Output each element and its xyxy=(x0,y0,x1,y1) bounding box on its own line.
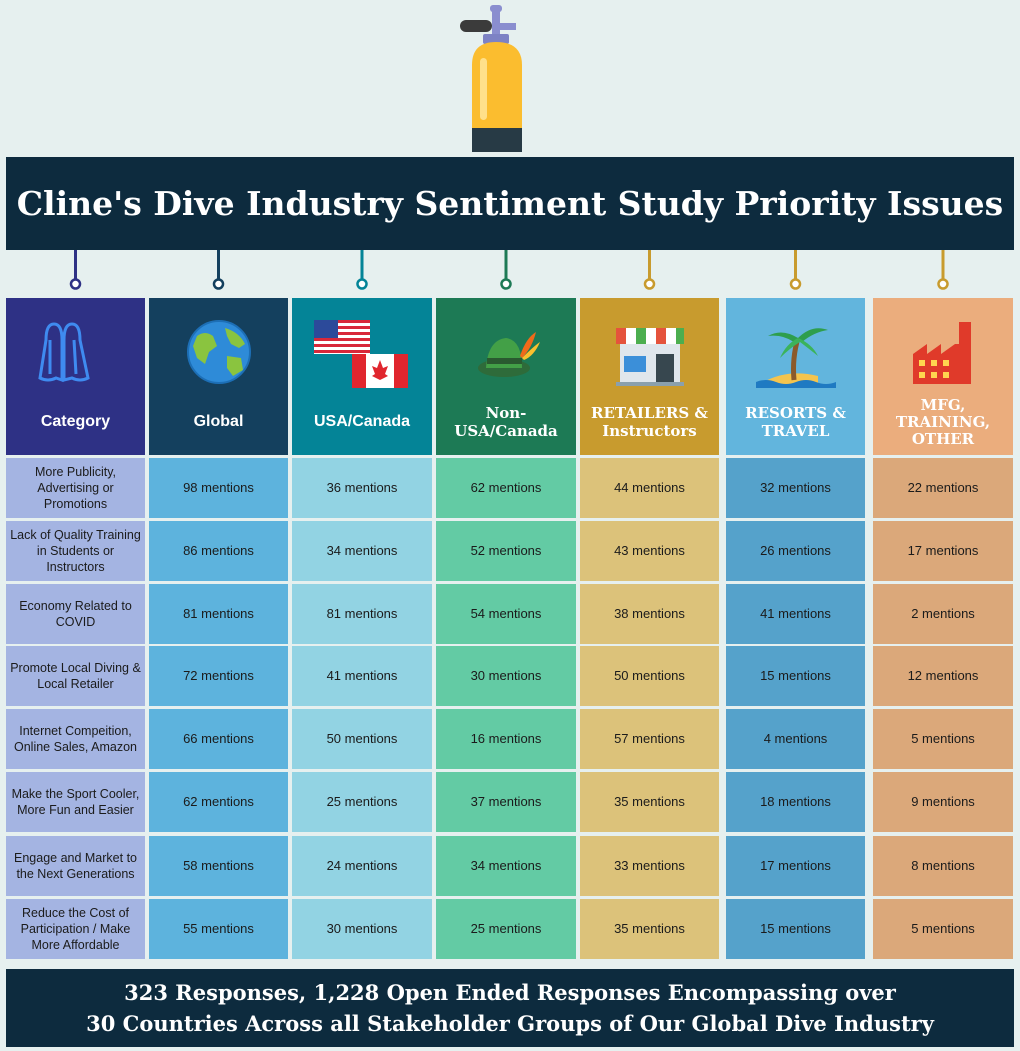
value-cell: 41 mentions xyxy=(292,646,432,706)
value-cell: 4 mentions xyxy=(726,709,865,769)
category-cell: Make the Sport Cooler, More Fun and Easi… xyxy=(6,772,145,832)
connector-pins xyxy=(69,250,949,290)
flags-icon xyxy=(312,318,412,390)
footer-banner: 323 Responses, 1,228 Open Ended Response… xyxy=(6,969,1014,1047)
value-cell: 58 mentions xyxy=(149,836,288,896)
value-cell: 37 mentions xyxy=(436,772,576,832)
value-cell: 50 mentions xyxy=(580,646,719,706)
value-cell: 32 mentions xyxy=(726,458,865,518)
value-cell: 66 mentions xyxy=(149,709,288,769)
connector-pin xyxy=(643,250,656,290)
connector-pin xyxy=(500,250,512,290)
connector-pin xyxy=(212,250,225,290)
value-cell: 81 mentions xyxy=(149,584,288,644)
value-cell: 72 mentions xyxy=(149,646,288,706)
value-cell: 18 mentions xyxy=(726,772,865,832)
column-header-label: Global xyxy=(193,413,244,431)
column-header-5: RESORTS & TRAVEL xyxy=(726,298,865,455)
column-header-label: RESORTS & TRAVEL xyxy=(745,404,846,440)
value-cell: 44 mentions xyxy=(580,458,719,518)
column-header-label: RETAILERS & Instructors xyxy=(591,404,708,440)
value-cell: 55 mentions xyxy=(149,899,288,959)
footer-line-1: 323 Responses, 1,228 Open Ended Response… xyxy=(124,979,896,1005)
value-cell: 25 mentions xyxy=(292,772,432,832)
value-cell: 81 mentions xyxy=(292,584,432,644)
value-cell: 5 mentions xyxy=(873,709,1013,769)
value-cell: 98 mentions xyxy=(149,458,288,518)
shop-icon xyxy=(600,318,700,390)
factory-icon xyxy=(893,318,993,390)
column-header-label: MFG, TRAINING, OTHER xyxy=(895,395,991,449)
value-cell: 41 mentions xyxy=(726,584,865,644)
value-cell: 36 mentions xyxy=(292,458,432,518)
column-header-4: RETAILERS & Instructors xyxy=(580,298,719,455)
dive-tank-icon xyxy=(460,5,522,152)
category-cell: Economy Related to COVID xyxy=(6,584,145,644)
value-cell: 24 mentions xyxy=(292,836,432,896)
page-title: Cline's Dive Industry Sentiment Study Pr… xyxy=(16,184,1004,223)
category-cell: Promote Local Diving & Local Retailer xyxy=(6,646,145,706)
value-cell: 50 mentions xyxy=(292,709,432,769)
value-cell: 12 mentions xyxy=(873,646,1013,706)
category-cell: More Publicity, Advertising or Promotion… xyxy=(6,458,145,518)
column-header-label: USA/Canada xyxy=(313,413,411,431)
value-cell: 33 mentions xyxy=(580,836,719,896)
fins-icon xyxy=(26,318,126,390)
value-cell: 54 mentions xyxy=(436,584,576,644)
globe-icon xyxy=(169,318,269,390)
palm-island-icon xyxy=(746,318,846,390)
value-cell: 62 mentions xyxy=(149,772,288,832)
column-header-3: Non-USA/Canada xyxy=(436,298,576,455)
title-banner: Cline's Dive Industry Sentiment Study Pr… xyxy=(6,157,1014,250)
connector-pin xyxy=(937,250,949,290)
value-cell: 35 mentions xyxy=(580,772,719,832)
category-cell: Reduce the Cost of Participation / Make … xyxy=(6,899,145,959)
value-cell: 17 mentions xyxy=(873,521,1013,581)
footer-line-2: 30 Countries Across all Stakeholder Grou… xyxy=(86,1011,934,1036)
column-header-2: USA/Canada xyxy=(292,298,432,455)
value-cell: 26 mentions xyxy=(726,521,865,581)
category-cell: Internet Compeition, Online Sales, Amazo… xyxy=(6,709,145,769)
value-cell: 8 mentions xyxy=(873,836,1013,896)
hat-icon xyxy=(456,318,556,390)
value-cell: 16 mentions xyxy=(436,709,576,769)
connector-pin xyxy=(789,250,802,290)
value-cell: 17 mentions xyxy=(726,836,865,896)
value-cell: 52 mentions xyxy=(436,521,576,581)
value-cell: 15 mentions xyxy=(726,899,865,959)
value-cell: 5 mentions xyxy=(873,899,1013,959)
value-cell: 35 mentions xyxy=(580,899,719,959)
value-cell: 57 mentions xyxy=(580,709,719,769)
value-cell: 86 mentions xyxy=(149,521,288,581)
column-header-0: Category xyxy=(6,298,145,455)
category-cell: Engage and Market to the Next Generation… xyxy=(6,836,145,896)
value-cell: 30 mentions xyxy=(292,899,432,959)
column-header-label: Non-USA/Canada xyxy=(454,404,558,440)
value-cell: 9 mentions xyxy=(873,772,1013,832)
value-cell: 15 mentions xyxy=(726,646,865,706)
value-cell: 25 mentions xyxy=(436,899,576,959)
value-cell: 34 mentions xyxy=(292,521,432,581)
connector-pin xyxy=(356,250,368,290)
value-cell: 2 mentions xyxy=(873,584,1013,644)
category-cell: Lack of Quality Training in Students or … xyxy=(6,521,145,581)
column-header-1: Global xyxy=(149,298,288,455)
connector-pin xyxy=(69,250,82,290)
value-cell: 30 mentions xyxy=(436,646,576,706)
value-cell: 38 mentions xyxy=(580,584,719,644)
value-cell: 34 mentions xyxy=(436,836,576,896)
value-cell: 43 mentions xyxy=(580,521,719,581)
value-cell: 62 mentions xyxy=(436,458,576,518)
value-cell: 22 mentions xyxy=(873,458,1013,518)
column-header-6: MFG, TRAINING, OTHER xyxy=(873,298,1013,455)
column-header-label: Category xyxy=(40,413,111,431)
